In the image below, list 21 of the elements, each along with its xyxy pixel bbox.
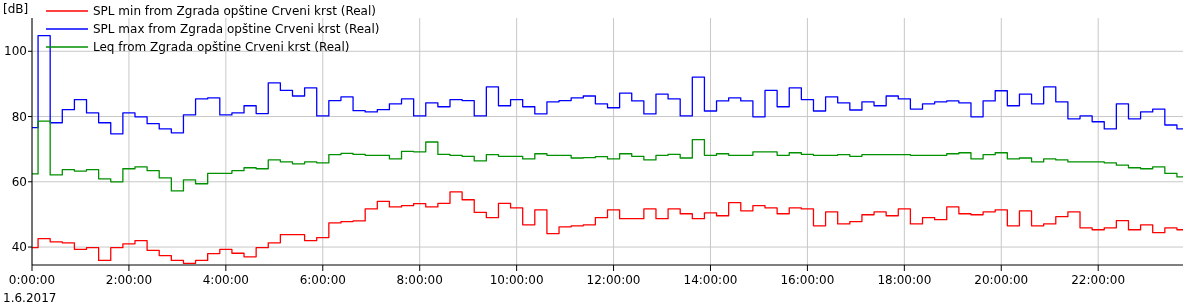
text: 1.6.2017 xyxy=(3,291,57,305)
x-tick-label: 10:00:00 xyxy=(489,273,544,287)
x-tick-label: 18:00:00 xyxy=(877,273,932,287)
y-tick-label: 100 xyxy=(4,44,27,59)
x-tick-label: 12:00:00 xyxy=(586,273,641,287)
x-tick-label: 4:00:00 xyxy=(202,273,249,287)
legend-label: SPL max from Zgrada opštine Crveni krst (Real) xyxy=(93,22,380,36)
x-tick-label: 6:00:00 xyxy=(299,273,346,287)
x-tick-label: 20:00:00 xyxy=(974,273,1029,287)
x-tick-label: 8:00:00 xyxy=(396,273,443,287)
legend-label: SPL min from Zgrada opštine Crveni krst (Real) xyxy=(93,4,376,18)
y-tick-label: 80 xyxy=(11,109,27,124)
y-tick-label: 40 xyxy=(11,240,27,255)
x-tick-label: 16:00:00 xyxy=(780,273,835,287)
x-tick-label: 0:00:00 xyxy=(8,273,56,287)
x-tick-label: 2:00:00 xyxy=(105,273,153,287)
legend-label: Leq from Zgrada opštine Crveni krst (Real) xyxy=(93,40,350,54)
y-axis-title: [dB] xyxy=(3,2,29,16)
x-tick-label: 22:00:00 xyxy=(1071,273,1126,287)
y-tick-label: 60 xyxy=(11,174,27,189)
x-tick-label: 14:00:00 xyxy=(683,273,738,287)
